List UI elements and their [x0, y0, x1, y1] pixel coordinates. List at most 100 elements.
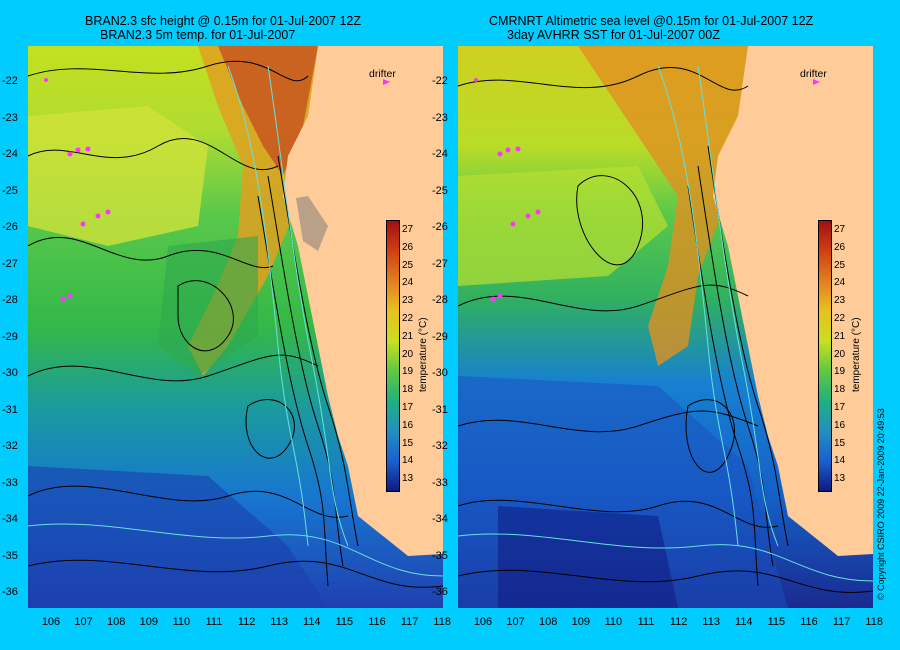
- y-tick-label: -34: [432, 513, 448, 525]
- colorbar-tick-label: 25: [834, 259, 846, 271]
- y-tick-label: -30: [432, 367, 448, 379]
- x-tick-label: 112: [237, 616, 256, 628]
- x-tick-label: 108: [107, 616, 126, 628]
- y-tick-label: -29: [2, 330, 18, 343]
- colorbar-tick-label: 22: [834, 313, 846, 324]
- x-tick-label: 108: [539, 616, 558, 628]
- colorbar-tick-label: 20: [402, 348, 414, 360]
- x-tick-label: 110: [604, 616, 623, 628]
- y-tick-label: -33: [2, 476, 18, 489]
- y-tick-label: -24: [2, 148, 18, 160]
- y-tick-label: -31: [432, 403, 448, 416]
- left-title-line2: BRAN2.3 5m temp. for 01-Jul-2007: [100, 28, 296, 42]
- y-tick-label: -25: [432, 184, 448, 197]
- x-tick-label: 107: [506, 616, 525, 628]
- x-tick-label: 109: [139, 616, 158, 628]
- colorbar-tick-label: 25: [402, 259, 414, 271]
- right-drifter-label: drifter: [800, 68, 827, 80]
- colorbar-tick-label: 23: [834, 295, 846, 307]
- australia-landmass: [283, 46, 443, 556]
- left-title-line1: BRAN2.3 sfc height @ 0.15m for 01-Jul-20…: [85, 14, 362, 28]
- colorbar-tick-label: 15: [834, 437, 846, 449]
- x-tick-label: 114: [303, 616, 321, 628]
- y-tick-label: -22: [432, 75, 448, 87]
- x-tick-label: 114: [735, 616, 753, 628]
- cold-water-region: [28, 466, 328, 608]
- x-tick-label: 111: [637, 616, 655, 628]
- y-tick-label: -27: [2, 257, 18, 270]
- y-tick-label: -30: [2, 367, 18, 379]
- colorbar-tick-label: 24: [834, 277, 846, 289]
- x-tick-label: 112: [669, 616, 688, 628]
- colorbar-tick-label: 22: [402, 313, 414, 324]
- bathymetry-lines: [28, 65, 443, 577]
- y-tick-label: -23: [2, 111, 18, 124]
- colorbar-tick-label: 16: [402, 419, 414, 431]
- x-tick-label: 116: [800, 616, 818, 628]
- colorbar-tick-label: 15: [402, 437, 414, 449]
- y-tick-label: -28: [2, 294, 18, 306]
- left-map-panel: [28, 46, 443, 608]
- coldest-water-region: [498, 506, 678, 608]
- colorbar-tick-label: 24: [402, 277, 414, 289]
- y-tick-label: -32: [2, 440, 18, 452]
- y-tick-label: -36: [2, 586, 18, 598]
- shark-bay-land: [296, 196, 328, 251]
- australia-landmass: [713, 46, 873, 556]
- colorbar-tick-label: 20: [834, 348, 846, 360]
- mid-warm-region: [28, 106, 208, 246]
- warmest-water-region: [218, 46, 318, 176]
- x-tick-label: 115: [767, 616, 786, 628]
- y-tick-label: -26: [432, 221, 448, 233]
- x-tick-label: 117: [832, 616, 851, 628]
- colorbar-tick-label: 14: [834, 455, 846, 467]
- y-tick-label: -22: [2, 75, 18, 87]
- colorbar-tick-label: 18: [402, 384, 414, 396]
- colorbar-tick-label: 26: [402, 241, 414, 253]
- colorbar-tick-label: 23: [402, 295, 414, 307]
- y-tick-label: -32: [432, 440, 448, 452]
- right-map-svg: [458, 46, 873, 608]
- y-tick-label: -35: [432, 549, 448, 562]
- left-map-svg: [28, 46, 443, 608]
- colorbar-tick-label: 19: [834, 366, 846, 378]
- y-tick-label: -36: [432, 586, 448, 598]
- right-title-line1: CMRNRT Altimetric sea level @0.15m for 0…: [489, 14, 814, 28]
- y-tick-label: -25: [2, 184, 18, 197]
- colorbar-tick-label: 16: [834, 419, 846, 431]
- sea-height-contours: [28, 60, 443, 588]
- right-map-panel: [458, 46, 873, 608]
- colorbar-tick-label: 21: [834, 330, 846, 342]
- colorbar-tick-label: 27: [834, 224, 846, 235]
- warm-current-region: [578, 46, 758, 366]
- x-tick-label: 113: [270, 616, 288, 628]
- left-colorbar-label: temperature (°C): [418, 317, 429, 392]
- x-tick-label: 118: [433, 616, 451, 628]
- colorbar-tick-label: 13: [402, 473, 414, 485]
- x-tick-label: 111: [205, 616, 223, 628]
- x-tick-label: 117: [400, 616, 419, 628]
- x-tick-label: 118: [865, 616, 883, 628]
- y-tick-label: -29: [432, 330, 448, 343]
- colorbar-tick-label: 13: [834, 473, 846, 485]
- drifter-markers: [474, 78, 820, 302]
- y-tick-label: -28: [432, 294, 448, 306]
- x-tick-label: 109: [571, 616, 590, 628]
- bathymetry-lines: [458, 65, 873, 582]
- colorbar-tick-label: 26: [834, 241, 846, 253]
- y-tick-label: -23: [432, 111, 448, 124]
- y-tick-label: -33: [432, 476, 448, 489]
- right-colorbar: [818, 220, 832, 492]
- x-tick-label: 116: [368, 616, 386, 628]
- colorbar-tick-label: 27: [402, 224, 414, 235]
- x-tick-label: 115: [335, 616, 354, 628]
- eddy-region: [158, 236, 258, 376]
- colorbar-tick-label: 21: [402, 330, 414, 342]
- y-tick-label: -26: [2, 221, 18, 233]
- right-colorbar-label: temperature (°C): [851, 317, 862, 392]
- colorbar-tick-label: 17: [402, 402, 414, 413]
- colorbar-tick-label: 14: [402, 455, 414, 467]
- colorbar-tick-label: 18: [834, 384, 846, 396]
- drifter-markers: [44, 78, 390, 302]
- y-tick-label: -34: [2, 513, 18, 525]
